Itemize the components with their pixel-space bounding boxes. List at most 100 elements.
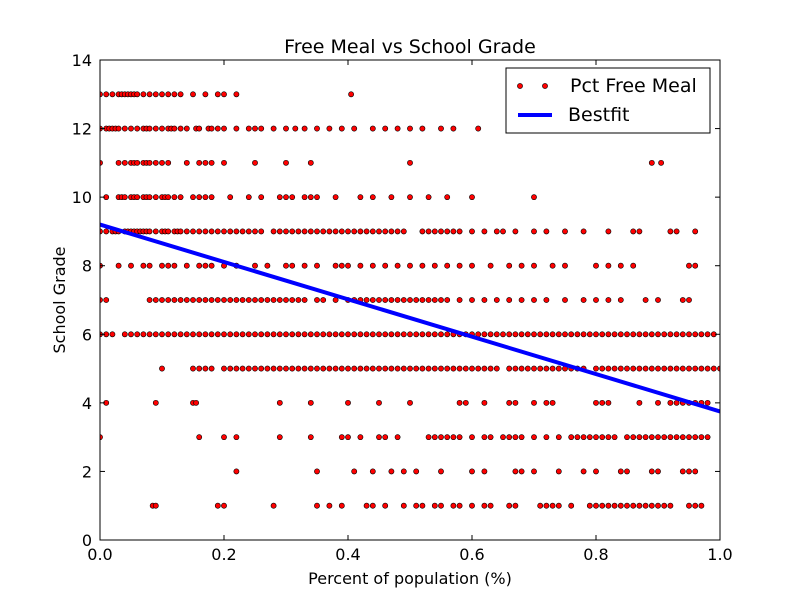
scatter-point <box>593 502 599 509</box>
scatter-point <box>233 125 240 132</box>
scatter-point <box>704 434 711 441</box>
scatter-point <box>314 297 320 303</box>
scatter-point <box>456 262 463 269</box>
legend-marker-dot-right <box>542 83 548 89</box>
scatter-point <box>630 331 637 338</box>
scatter-point <box>431 331 438 338</box>
scatter-point <box>661 434 668 441</box>
scatter-point <box>363 297 370 303</box>
scatter-point <box>599 331 606 338</box>
scatter-point <box>456 365 463 372</box>
scatter-point <box>487 434 494 441</box>
scatter-point <box>469 468 475 475</box>
scatter-point <box>208 297 215 303</box>
scatter-point <box>159 365 165 372</box>
scatter-point <box>270 365 277 372</box>
scatter-point <box>307 194 314 201</box>
scatter-point <box>295 228 302 235</box>
scatter-point <box>394 434 401 441</box>
scatter-point <box>518 331 525 338</box>
scatter-point <box>419 502 426 509</box>
scatter-point <box>543 331 550 338</box>
scatter-point <box>345 331 351 338</box>
scatter-point <box>462 399 469 406</box>
scatter-point <box>512 365 519 372</box>
scatter-point <box>648 331 655 338</box>
scatter-point <box>667 331 674 338</box>
scatter-point <box>593 399 599 406</box>
scatter-point <box>165 159 172 166</box>
scatter-point <box>555 468 562 475</box>
scatter-point <box>630 228 637 235</box>
scatter-point <box>655 297 661 303</box>
scatter-point <box>307 159 314 166</box>
scatter-point <box>400 228 407 235</box>
scatter-point <box>270 502 277 509</box>
scatter-point <box>555 434 562 441</box>
scatter-point <box>531 399 537 406</box>
scatter-point <box>394 331 401 338</box>
scatter-point <box>617 262 624 269</box>
scatter-point <box>599 502 606 509</box>
scatter-point <box>531 468 537 475</box>
scatter-point <box>624 434 630 441</box>
scatter-point <box>481 434 488 441</box>
scatter-point <box>419 228 426 235</box>
scatter-point <box>351 331 358 338</box>
scatter-point <box>599 399 606 406</box>
scatter-point <box>338 125 345 132</box>
scatter-point <box>686 297 692 303</box>
scatter-point <box>673 434 680 441</box>
scatter-point <box>686 331 692 338</box>
scatter-point <box>586 331 593 338</box>
scatter-point <box>469 434 475 441</box>
scatter-point <box>431 365 438 372</box>
scatter-point <box>586 434 593 441</box>
scatter-point <box>369 228 376 235</box>
scatter-point <box>599 365 606 372</box>
scatter-point <box>239 228 246 235</box>
scatter-point <box>593 365 599 372</box>
scatter-point <box>214 331 221 338</box>
scatter-point <box>252 297 258 303</box>
scatter-point <box>292 125 299 132</box>
scatter-point <box>289 262 296 269</box>
scatter-point <box>369 297 376 303</box>
scatter-point <box>518 468 525 475</box>
scatter-point <box>196 262 203 269</box>
scatter-point <box>338 434 345 441</box>
scatter-point <box>475 125 482 132</box>
scatter-point <box>214 91 221 98</box>
scatter-point <box>400 365 407 372</box>
scatter-point <box>543 399 550 406</box>
scatter-point <box>388 194 395 201</box>
scatter-point <box>425 297 432 303</box>
scatter-point <box>252 125 258 132</box>
scatter-point <box>394 228 401 235</box>
scatter-point <box>673 331 680 338</box>
scatter-point <box>679 434 686 441</box>
y-tick-label: 14 <box>72 51 92 70</box>
scatter-point <box>202 91 209 98</box>
x-tick-label: 1.0 <box>707 545 732 564</box>
scatter-point <box>698 365 705 372</box>
scatter-point <box>338 262 345 269</box>
scatter-point <box>531 331 537 338</box>
scatter-point <box>698 434 705 441</box>
scatter-point <box>444 434 451 441</box>
scatter-point <box>617 331 624 338</box>
scatter-point <box>648 468 655 475</box>
scatter-point <box>642 297 649 303</box>
scatter-point <box>661 365 668 372</box>
scatter-point <box>264 262 271 269</box>
scatter-point <box>363 228 370 235</box>
scatter-point <box>425 194 432 201</box>
scatter-point <box>338 365 345 372</box>
scatter-point <box>146 228 153 235</box>
scatter-point <box>196 331 203 338</box>
scatter-point <box>369 194 376 201</box>
scatter-point <box>183 331 190 338</box>
scatter-point <box>208 331 215 338</box>
scatter-point <box>134 159 141 166</box>
scatter-point <box>245 297 252 303</box>
